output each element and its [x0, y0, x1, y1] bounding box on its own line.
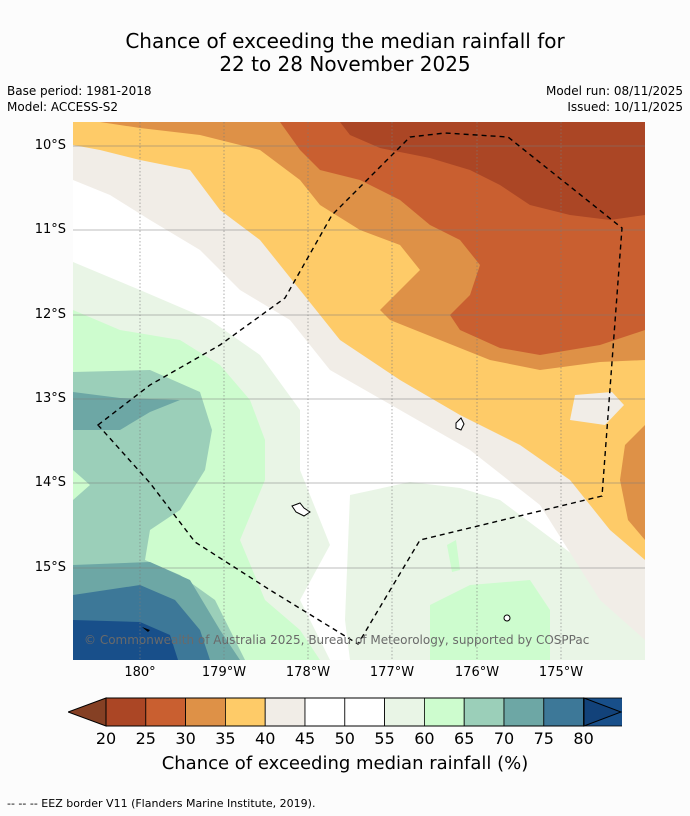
- colorbar-tick-label: 65: [454, 729, 475, 748]
- copyright-notice: © Commonwealth of Australia 2025, Bureau…: [84, 633, 590, 647]
- zone-60-65-patch: [447, 540, 460, 572]
- eez-footnote: -- -- -- EEZ border V11 (Flanders Marine…: [7, 797, 316, 810]
- lat-label-11s: 11°S: [34, 222, 66, 237]
- colorbar-tick-label: 80: [573, 729, 594, 748]
- colorbar-tick-label: 45: [294, 729, 316, 748]
- run-info: Model run: 08/11/2025 Issued: 10/11/2025: [546, 83, 683, 115]
- colorbar-tick-label: 55: [374, 729, 395, 748]
- colorbar-segment: [543, 697, 584, 727]
- island-south: [503, 614, 511, 622]
- model-run-date: Model run: 08/11/2025: [545, 84, 683, 98]
- zone-60-65-southeast: [430, 580, 550, 660]
- colorbar-tick-label: 50: [334, 729, 355, 748]
- colorbar-segment: [224, 697, 266, 727]
- lon-label-175w: 175°W: [538, 665, 584, 680]
- colorbar-segment: [185, 697, 226, 727]
- colorbar-segment: [105, 697, 147, 727]
- colorbar-segment: [264, 697, 306, 727]
- lat-label-12s: 12°S: [34, 307, 66, 322]
- colorbar-tick-label: 35: [215, 729, 236, 748]
- forecast-map[interactable]: [73, 122, 645, 660]
- latitude-gridlines: [73, 145, 645, 569]
- title-line-2: 22 to 28 November 2025: [219, 52, 471, 76]
- colorbar-title: Chance of exceeding median rainfall (%): [161, 753, 529, 774]
- colorbar-segment: [384, 697, 425, 727]
- lon-label-176w: 176°W: [454, 665, 500, 680]
- colorbar-tick-label: 75: [533, 729, 554, 748]
- zone-30-35-east: [620, 425, 645, 540]
- model-info: Base period: 1981-2018 Model: ACCESS-S2: [7, 83, 152, 115]
- lon-label-180: 180°: [124, 665, 156, 680]
- lat-label-13s: 13°S: [34, 391, 66, 406]
- colorbar-segment: [304, 697, 346, 727]
- zone-20-25: [340, 122, 645, 220]
- chart-title: Chance of exceeding the median rainfall …: [0, 30, 690, 76]
- colorbar-tick-label: 25: [135, 729, 156, 748]
- lat-label-10s: 10°S: [34, 138, 66, 153]
- colorbar-tick-label: 20: [95, 729, 117, 748]
- colorbar-tick-label: 70: [493, 729, 515, 748]
- colorbar-segment: [145, 697, 187, 727]
- zone-40-45-patch: [570, 392, 624, 425]
- colorbar-segment: [503, 697, 545, 727]
- colorbar-under-triangle: [68, 697, 107, 727]
- lon-label-178w: 178°W: [285, 665, 331, 680]
- lat-label-14s: 14°S: [34, 475, 66, 490]
- colorbar-segment: [344, 697, 385, 727]
- base-period: Base period: 1981-2018: [7, 84, 152, 98]
- zone-55-60-south: [345, 482, 645, 660]
- lat-label-15s: 15°S: [34, 560, 66, 575]
- island-west: [291, 502, 311, 517]
- island-sw: [142, 627, 150, 632]
- longitude-gridlines: [139, 122, 562, 660]
- model-name: Model: ACCESS-S2: [7, 100, 119, 114]
- eez-border: [96, 132, 623, 645]
- lon-label-177w: 177°W: [369, 665, 415, 680]
- colorbar-tick-label: 60: [414, 729, 435, 748]
- colorbar-tick-label: 40: [255, 729, 276, 748]
- colorbar: [68, 697, 622, 727]
- lon-label-179w: 179°W: [201, 665, 247, 680]
- island-north: [455, 417, 465, 431]
- issued-date: Issued: 10/11/2025: [567, 100, 683, 114]
- colorbar-tick-label: 30: [175, 729, 196, 748]
- colorbar-segment: [463, 697, 505, 727]
- zone-80-plus: [73, 620, 178, 660]
- colorbar-segment: [423, 697, 465, 727]
- title-line-1: Chance of exceeding the median rainfall …: [125, 29, 565, 53]
